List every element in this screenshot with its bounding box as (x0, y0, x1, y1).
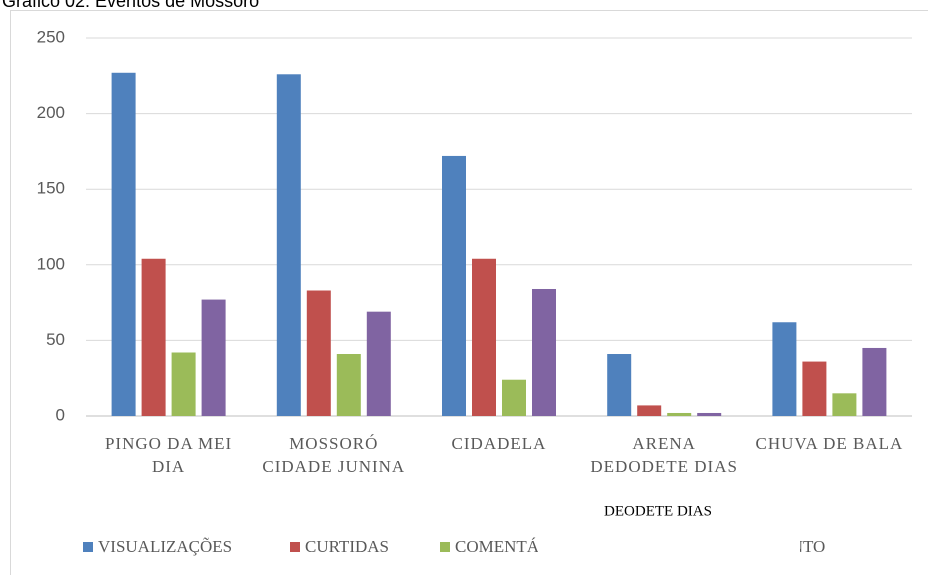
y-tick-label: 100 (37, 254, 65, 273)
y-tick-label: 200 (37, 103, 65, 122)
y-tick-label: 150 (37, 179, 65, 198)
overlay (538, 532, 800, 564)
y-tick-label: 50 (46, 330, 65, 349)
bar (111, 72, 136, 416)
x-tick-label: ARENA DEDODETE DIAS (590, 434, 738, 476)
x-tick-label: PINGO DA MEI DIA (104, 434, 233, 476)
y-tick-label: 250 (37, 27, 65, 46)
bar (802, 361, 827, 416)
bar (306, 290, 331, 416)
bar (607, 354, 632, 416)
legend-swatch (440, 542, 450, 552)
chart-title: Gráfico 02: Eventos de Mossoró (2, 0, 259, 11)
bar (697, 412, 722, 416)
x-tick-label: CHUVA DE BALA (755, 434, 904, 453)
bar (772, 322, 797, 416)
legend-label: CURTIDAS (305, 537, 389, 556)
bar (276, 74, 301, 417)
bar (532, 288, 556, 416)
legend-swatch (83, 542, 93, 552)
bar (336, 354, 361, 416)
bar (171, 352, 196, 416)
bar (472, 258, 496, 416)
x-tick-label: MOSSORÓ CIDADE JUNINA (262, 434, 406, 476)
bar (141, 258, 166, 416)
legend-swatch (290, 542, 300, 552)
y-tick-label: 0 (56, 405, 65, 424)
annotation: DEODETE DIAS (604, 503, 712, 519)
bar (637, 405, 662, 416)
bar (832, 393, 857, 416)
bar (366, 311, 391, 416)
bar (502, 379, 526, 416)
bar (201, 299, 226, 416)
bar (667, 412, 692, 416)
bar (442, 155, 466, 416)
x-tick-label: CIDADELA (451, 434, 547, 453)
bar (862, 347, 887, 416)
legend-label: VISUALIZAÇÕES (98, 537, 232, 556)
